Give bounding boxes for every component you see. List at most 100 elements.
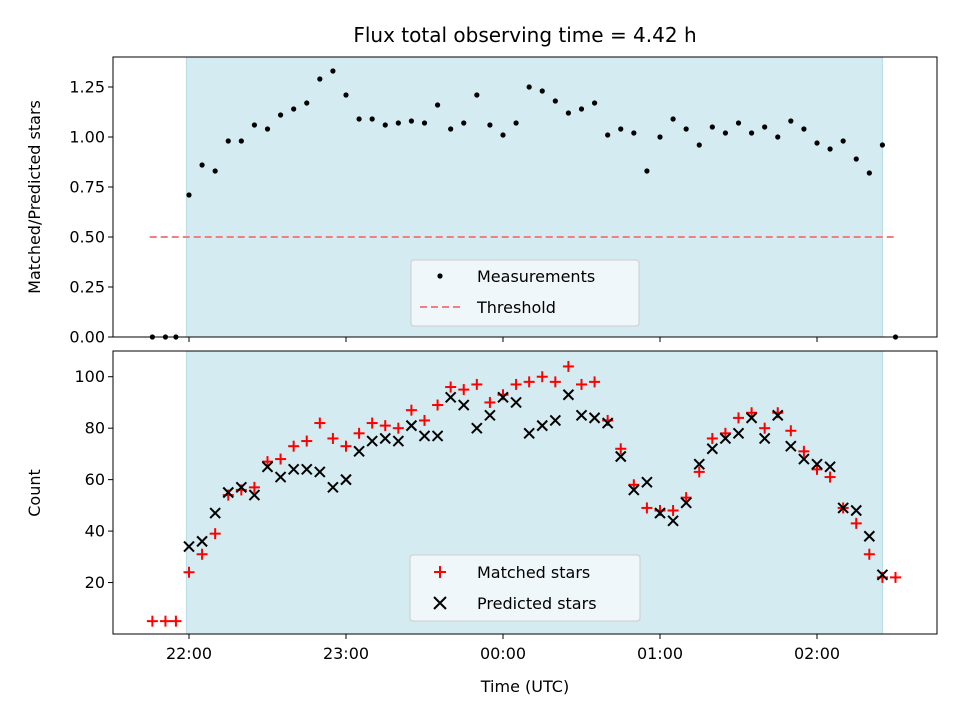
matched-point — [432, 399, 444, 411]
measurement-point — [487, 122, 493, 128]
bottom-legend-box — [409, 554, 641, 622]
predicted-point — [248, 489, 261, 501]
measurement-point — [500, 132, 506, 138]
predicted-point — [654, 507, 666, 519]
legend-threshold-label: Threshold — [476, 298, 556, 317]
matched-point — [405, 404, 417, 416]
matched-point — [288, 440, 300, 452]
predicted-point — [405, 419, 418, 432]
measurement-point — [801, 126, 807, 132]
matched-point — [824, 471, 836, 483]
measurement-point — [827, 146, 833, 152]
xtick-label: 22:00 — [166, 644, 212, 663]
measurement-point — [251, 122, 258, 128]
predicted-point — [196, 535, 208, 548]
predicted-point — [850, 504, 862, 517]
predicted-point — [641, 476, 653, 488]
measurement-point — [618, 126, 624, 132]
predicted-point — [235, 481, 248, 494]
x-axis-label: Time (UTC) — [480, 677, 569, 696]
measurement-point — [814, 140, 820, 146]
measurement-point — [291, 106, 297, 112]
predicted-point — [824, 461, 836, 473]
legend-matched-marker — [434, 566, 446, 578]
chart-title: Flux total observing time = 4.42 h — [353, 23, 696, 47]
matched-point — [798, 445, 810, 457]
measurement-point — [670, 116, 676, 122]
legend-measurements-marker — [437, 273, 443, 279]
measurement-point — [395, 120, 401, 126]
measurement-point — [696, 142, 702, 148]
matched-point — [458, 384, 470, 396]
predicted-point — [444, 391, 457, 404]
matched-point — [379, 420, 391, 432]
measurement-point — [853, 156, 859, 162]
matched-point — [733, 412, 744, 424]
top-legend-box — [410, 259, 640, 327]
predicted-point — [209, 507, 221, 519]
matched-point — [759, 422, 771, 434]
matched-point — [641, 502, 653, 514]
matched-point — [719, 427, 731, 439]
measurement-point — [238, 138, 244, 144]
measurement-point — [735, 120, 742, 126]
predicted-point — [876, 569, 889, 581]
matched-point — [484, 396, 496, 408]
measurement-point — [683, 126, 689, 132]
predicted-point — [837, 502, 849, 514]
predicted-point — [798, 453, 810, 465]
predicted-point — [628, 484, 640, 496]
predicted-point — [261, 461, 274, 473]
predicted-point — [601, 417, 614, 429]
predicted-point — [785, 440, 797, 452]
matched-point — [785, 425, 797, 437]
matched-point — [536, 371, 548, 383]
matched-point — [301, 435, 313, 447]
matched-point — [275, 453, 287, 465]
predicted-point — [745, 412, 758, 424]
top-legend: Measurements Threshold — [410, 259, 640, 327]
measurement-point — [526, 84, 532, 90]
predicted-point — [366, 435, 378, 447]
top-ytick-label: 1.25 — [69, 78, 105, 97]
matched-point — [693, 466, 705, 478]
predicted-point — [431, 430, 444, 442]
measurement-point — [448, 126, 454, 132]
top-ytick-label: 0.00 — [69, 328, 105, 347]
top-ytick-label: 0.75 — [69, 178, 105, 197]
predicted-point — [274, 471, 287, 483]
measurement-point — [421, 120, 428, 126]
predicted-point — [863, 530, 876, 542]
matched-point — [471, 378, 483, 390]
predicted-point — [301, 463, 313, 476]
predicted-point — [588, 412, 601, 424]
matched-point — [863, 548, 875, 560]
measurement-point — [369, 116, 375, 122]
measurement-point — [330, 68, 336, 74]
predicted-point — [732, 427, 745, 440]
measurement-point — [304, 100, 310, 106]
predicted-point — [222, 486, 234, 499]
measurement-point — [317, 76, 323, 82]
measurement-point — [631, 130, 637, 136]
xtick-label: 02:00 — [794, 644, 840, 663]
bottom-ytick-label: 20 — [85, 573, 105, 592]
matched-point — [248, 481, 260, 493]
measurement-point — [565, 110, 572, 116]
predicted-point — [680, 497, 692, 509]
matched-point — [340, 440, 352, 452]
predicted-point — [811, 458, 823, 470]
measurement-point — [461, 120, 467, 126]
bottom-ytick-label: 80 — [85, 419, 105, 438]
measurement-point — [605, 132, 611, 138]
measurement-point — [356, 116, 362, 122]
measurement-point — [277, 112, 284, 118]
measurement-point — [199, 162, 205, 168]
measurement-point — [762, 124, 768, 130]
matched-point — [890, 571, 901, 583]
bottom-axes-frame — [112, 350, 938, 635]
matched-point — [327, 432, 339, 444]
measurement-point — [382, 122, 388, 128]
measurement-point — [408, 118, 415, 124]
